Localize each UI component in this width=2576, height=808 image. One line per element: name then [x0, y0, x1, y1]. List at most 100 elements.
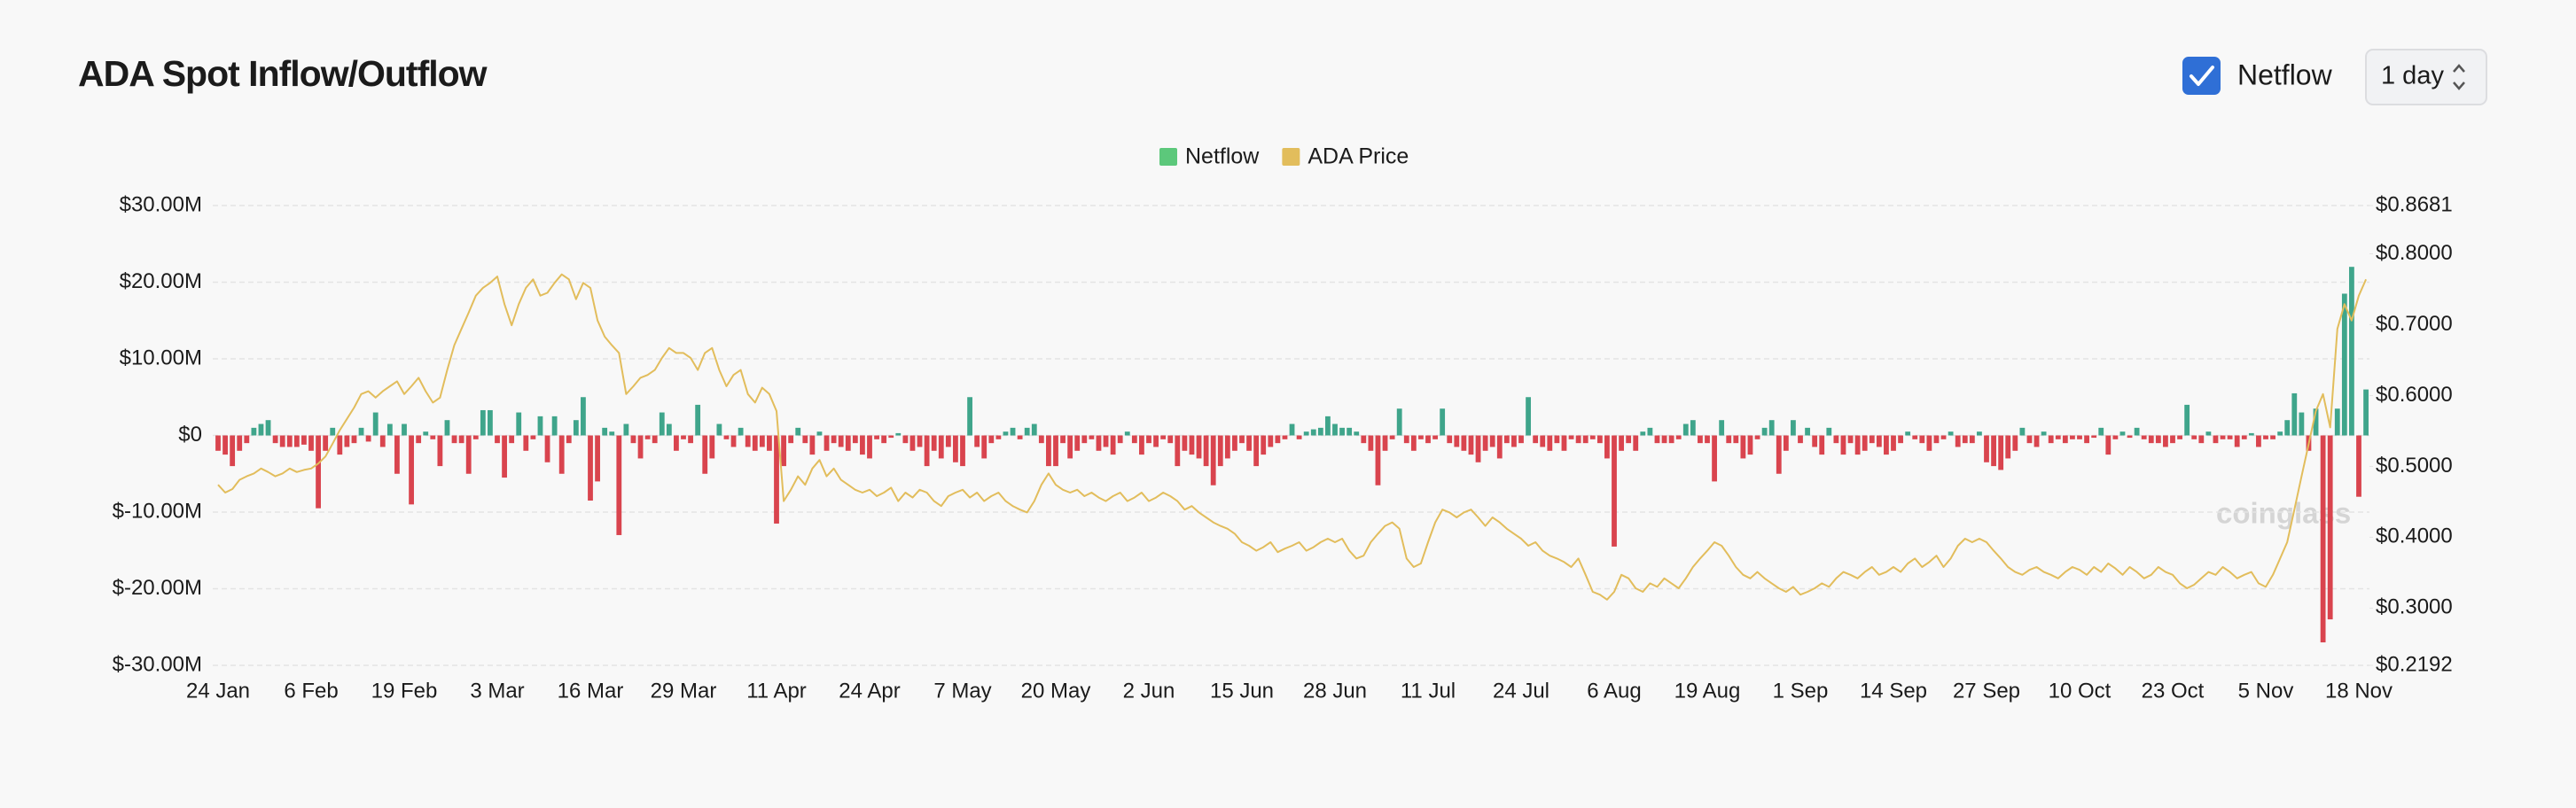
y2-tick-label: $0.6000 — [2376, 383, 2453, 407]
bar — [730, 435, 737, 447]
bar — [1575, 435, 1581, 444]
bar — [1131, 435, 1137, 444]
bar — [1626, 435, 1632, 444]
bar — [1912, 435, 1918, 439]
bar — [588, 435, 593, 501]
bar — [573, 420, 579, 436]
bar — [1024, 427, 1030, 436]
y2-tick-label: $0.7000 — [2376, 312, 2453, 336]
bar — [1747, 435, 1753, 455]
bar — [1074, 435, 1081, 451]
legend-label: Netflow — [1185, 144, 1260, 169]
bar — [695, 404, 701, 436]
bar — [1167, 435, 1174, 444]
bar — [1905, 431, 1911, 436]
bar — [2163, 435, 2168, 447]
bar — [1482, 435, 1488, 451]
bar — [1547, 435, 1553, 451]
bar — [509, 435, 515, 444]
bar — [924, 435, 930, 467]
netflow-toggle[interactable]: Netflow — [2182, 57, 2333, 95]
bar — [1518, 435, 1524, 444]
bar — [286, 435, 293, 447]
bar — [530, 435, 536, 439]
bar — [795, 427, 801, 436]
bar — [802, 435, 808, 444]
bar — [2048, 435, 2054, 444]
bar — [365, 435, 371, 442]
x-tick-label: 24 Jan — [186, 679, 250, 703]
bar — [745, 435, 751, 447]
toggle-label[interactable]: Netflow — [2237, 58, 2333, 90]
bar — [1898, 435, 1903, 444]
bar — [1325, 416, 1331, 436]
bar — [1053, 435, 1058, 467]
bar — [2026, 435, 2033, 444]
page-title: ADA Spot Inflow/Outflow — [78, 53, 488, 94]
bar — [1017, 435, 1023, 439]
bar — [2177, 435, 2182, 439]
bar — [544, 435, 550, 462]
bar — [1955, 435, 1961, 447]
bar — [809, 435, 816, 455]
bar — [824, 435, 830, 451]
bar — [1612, 435, 1617, 547]
bar — [860, 435, 865, 455]
x-tick-label: 11 Jul — [1401, 679, 1456, 703]
bar — [1919, 435, 1925, 444]
bar — [1503, 435, 1510, 444]
bar — [1139, 435, 1144, 455]
bar — [1046, 435, 1051, 467]
checkbox[interactable] — [2182, 57, 2221, 95]
bar — [1962, 435, 1968, 444]
legend-label: ADA Price — [1308, 144, 1409, 169]
bar — [702, 435, 708, 474]
select-value[interactable]: 1 day — [2381, 62, 2444, 90]
bar — [1933, 435, 1940, 444]
bar — [1210, 435, 1216, 486]
bar — [265, 420, 271, 436]
bar — [409, 435, 414, 505]
bar — [845, 435, 851, 451]
bar — [1282, 435, 1288, 439]
y-tick-label: $-30.00M — [113, 652, 202, 676]
bar — [2155, 435, 2161, 444]
bar — [1124, 431, 1130, 436]
bar — [1633, 435, 1639, 451]
bar — [2170, 435, 2175, 444]
bar — [215, 435, 221, 451]
bar — [852, 435, 858, 444]
interval-select[interactable]: 1 day — [2365, 49, 2487, 105]
bar — [781, 435, 786, 467]
bar — [330, 427, 336, 436]
bar — [1196, 435, 1202, 459]
bar — [1984, 435, 1989, 462]
bar — [2062, 435, 2068, 444]
bar — [1805, 427, 1810, 436]
bar — [2070, 435, 2075, 439]
bar — [372, 412, 379, 436]
bar — [1869, 435, 1875, 444]
bar — [2256, 435, 2261, 447]
y2-tick-label: $0.3000 — [2376, 595, 2453, 619]
x-tick-label: 5 Nov — [2238, 679, 2294, 703]
bar — [416, 435, 422, 444]
bar — [386, 423, 393, 436]
bar — [1554, 435, 1560, 444]
bar — [652, 435, 658, 444]
y2-tick-label: $0.5000 — [2376, 454, 2453, 478]
y-tick-label: $20.00M — [120, 269, 202, 293]
bar — [1317, 427, 1323, 436]
bar — [1826, 427, 1832, 436]
bar — [1862, 435, 1868, 451]
bar — [1840, 435, 1846, 455]
bar — [1153, 435, 1159, 447]
bar — [523, 435, 529, 451]
bar — [2127, 435, 2133, 439]
bar — [1719, 420, 1725, 436]
bar — [1354, 431, 1360, 436]
bar — [988, 435, 995, 444]
select-box[interactable] — [2365, 49, 2487, 105]
x-tick-label: 19 Feb — [371, 679, 438, 703]
